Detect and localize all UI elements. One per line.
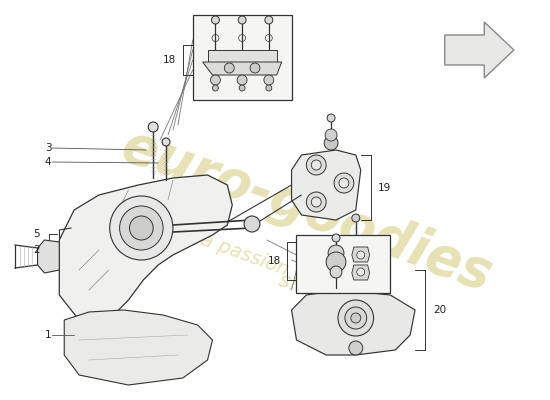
Bar <box>192 15 292 100</box>
Circle shape <box>357 268 365 276</box>
Circle shape <box>212 85 218 91</box>
Circle shape <box>238 16 246 24</box>
Circle shape <box>265 16 273 24</box>
Bar <box>296 235 390 293</box>
Text: 18: 18 <box>267 256 280 266</box>
Circle shape <box>324 136 338 150</box>
Circle shape <box>306 192 326 212</box>
Text: since 1985: since 1985 <box>276 270 397 330</box>
Circle shape <box>332 234 340 242</box>
Circle shape <box>328 245 344 261</box>
Circle shape <box>211 75 221 85</box>
Circle shape <box>345 307 367 329</box>
Circle shape <box>129 216 153 240</box>
Circle shape <box>338 300 373 336</box>
Circle shape <box>330 266 342 278</box>
Circle shape <box>349 341 362 355</box>
Circle shape <box>162 138 170 146</box>
Text: a passion for parts: a passion for parts <box>198 230 375 310</box>
Circle shape <box>237 75 247 85</box>
Polygon shape <box>64 310 212 385</box>
Circle shape <box>346 253 366 273</box>
Circle shape <box>326 252 346 272</box>
Text: 20: 20 <box>433 305 446 315</box>
Circle shape <box>250 63 260 73</box>
Circle shape <box>352 214 360 222</box>
Text: 4: 4 <box>45 157 51 167</box>
Polygon shape <box>445 22 514 78</box>
Polygon shape <box>352 265 370 280</box>
Circle shape <box>224 63 234 73</box>
Circle shape <box>119 206 163 250</box>
Text: 19: 19 <box>377 183 391 193</box>
Circle shape <box>325 129 337 141</box>
Polygon shape <box>352 247 370 262</box>
Circle shape <box>334 173 354 193</box>
Circle shape <box>339 178 349 188</box>
Circle shape <box>327 114 335 122</box>
Circle shape <box>264 75 274 85</box>
Text: 5: 5 <box>33 229 40 239</box>
Circle shape <box>311 160 321 170</box>
Circle shape <box>357 251 365 259</box>
Circle shape <box>351 313 361 323</box>
Text: 1: 1 <box>45 330 51 340</box>
Circle shape <box>266 85 272 91</box>
Text: 2: 2 <box>33 245 40 255</box>
Circle shape <box>148 122 158 132</box>
Polygon shape <box>202 62 282 75</box>
Circle shape <box>348 240 364 256</box>
Text: euro-goodies: euro-goodies <box>114 119 499 301</box>
Text: 18: 18 <box>163 55 176 65</box>
Circle shape <box>306 155 326 175</box>
Circle shape <box>349 271 362 285</box>
Polygon shape <box>292 150 361 220</box>
Polygon shape <box>37 240 59 273</box>
Circle shape <box>109 196 173 260</box>
Polygon shape <box>292 290 415 355</box>
Text: 3: 3 <box>45 143 51 153</box>
Circle shape <box>244 216 260 232</box>
Polygon shape <box>207 50 277 62</box>
Circle shape <box>311 197 321 207</box>
Circle shape <box>239 85 245 91</box>
Polygon shape <box>59 175 232 320</box>
Circle shape <box>212 16 219 24</box>
